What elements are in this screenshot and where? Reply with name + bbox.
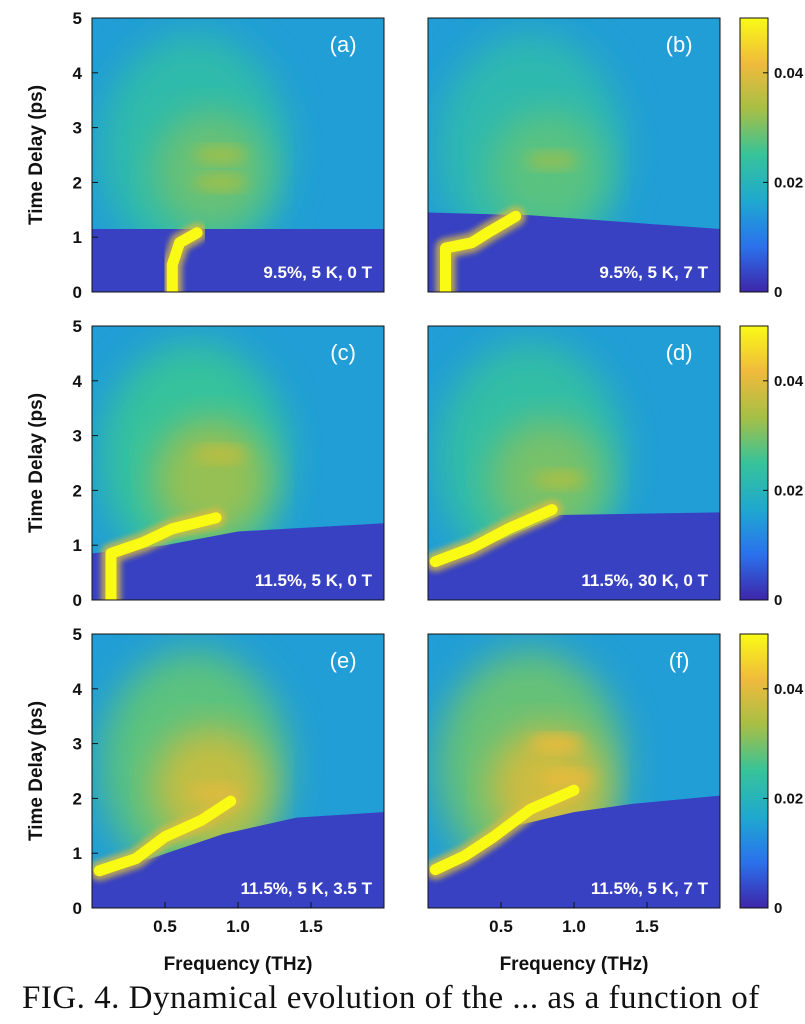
panel-e: (e) 11.5%, 5 K, 3.5 T [91, 633, 385, 909]
y-tick-label: 2 [73, 173, 82, 192]
x-tick-label: 1.0 [226, 917, 250, 936]
x-tick-label: 1.5 [635, 917, 659, 936]
hot-spot [526, 151, 579, 170]
y-tick-label: 5 [73, 9, 82, 28]
colorbar: 0 0.02 0.04 [739, 17, 804, 301]
y-axis-title: Time Delay (ps) [26, 85, 47, 225]
panel-a: (a) 9.5%, 5 K, 0 T [91, 17, 385, 293]
panel-label: (b) [666, 32, 693, 57]
y-tick-label: 3 [73, 119, 82, 138]
y-tick-label: 4 [73, 64, 83, 83]
y-tick-label: 1 [73, 536, 82, 555]
colorbar-gradient [739, 325, 769, 601]
y-tick-label: 0 [73, 283, 82, 302]
x-tick-label: 0.5 [153, 917, 177, 936]
y-tick-label: 4 [73, 680, 83, 699]
colorbar-tick-label: 0 [774, 284, 782, 301]
x-tick-label: 1.5 [299, 917, 323, 936]
colorbar: 0 0.02 0.04 [739, 633, 804, 917]
ridge-core [166, 227, 203, 292]
y-tick-label: 1 [73, 844, 82, 863]
ridge-core [105, 512, 222, 600]
condition-label: 11.5%, 5 K, 7 T [591, 879, 709, 898]
y-axis-title: Time Delay (ps) [26, 701, 47, 841]
dark-region [428, 512, 720, 600]
figure-caption: FIG. 4. Dynamical evolution of the ... a… [22, 980, 760, 1016]
y-tick-label: 3 [73, 427, 82, 446]
panel-label: (a) [330, 32, 357, 57]
colorbar-tick-label: 0.04 [774, 681, 804, 698]
y-tick-label: 4 [73, 372, 83, 391]
y-axis-title: Time Delay (ps) [26, 393, 47, 533]
hot-spot [194, 146, 247, 164]
hot-spot [194, 445, 247, 464]
ridge-core [429, 784, 580, 876]
panel-c: (c) 11.5%, 5 K, 0 T [91, 325, 385, 601]
condition-label: 11.5%, 30 K, 0 T [581, 571, 708, 590]
y-tick-label: 2 [73, 789, 82, 808]
panel-label: (d) [666, 340, 693, 365]
hot-spot [533, 470, 586, 489]
panel-frame [427, 325, 721, 601]
panel-b: (b) 9.5%, 5 K, 7 T [427, 17, 721, 293]
colorbar-tick-label: 0.04 [774, 373, 804, 390]
hot-spot [194, 173, 247, 192]
panel-label: (c) [330, 340, 356, 365]
y-tick-label: 3 [73, 735, 82, 754]
condition-label: 9.5%, 5 K, 7 T [599, 263, 708, 282]
colorbar-tick-label: 0.02 [774, 482, 803, 499]
dark-region [92, 523, 384, 600]
y-tick-label: 5 [73, 317, 82, 336]
x-tick-label: 1.0 [562, 917, 586, 936]
colorbar-tick-label: 0.02 [774, 790, 803, 807]
ridge-core [93, 795, 237, 877]
x-tick-label: 0.5 [489, 917, 513, 936]
panel-frame [91, 325, 385, 601]
ridge-core [440, 210, 522, 292]
y-tick-label: 0 [73, 591, 82, 610]
condition-label: 9.5%, 5 K, 0 T [263, 263, 372, 282]
condition-label: 11.5%, 5 K, 0 T [255, 571, 373, 590]
y-tick-label: 5 [73, 625, 82, 644]
y-tick-label: 2 [73, 481, 82, 500]
y-tick-label: 0 [73, 899, 82, 918]
panel-f: (f) 11.5%, 5 K, 7 T [427, 633, 721, 909]
hot-spot [530, 734, 583, 753]
colorbar-tick-label: 0 [774, 592, 782, 609]
dark-region [428, 795, 720, 908]
colorbar-tick-label: 0 [774, 900, 782, 917]
diffuse-core [153, 111, 271, 232]
x-axis-title: Frequency (THz) [164, 954, 313, 975]
diffuse-core [489, 111, 607, 232]
colorbar-gradient [739, 633, 769, 909]
panel-label: (e) [330, 648, 357, 673]
y-tick-label: 1 [73, 228, 82, 247]
colorbar: 0 0.02 0.04 [739, 325, 804, 609]
colorbar-tick-label: 0.04 [774, 65, 804, 82]
x-axis-title: Frequency (THz) [500, 954, 649, 975]
ridge-core [429, 504, 558, 568]
dark-region [92, 812, 384, 908]
colorbar-tick-label: 0.02 [774, 174, 803, 191]
panel-label: (f) [669, 648, 690, 673]
panel-frame [427, 17, 721, 293]
dark-region [92, 228, 384, 292]
panel-frame [91, 17, 385, 293]
condition-label: 11.5%, 5 K, 3.5 T [241, 879, 373, 898]
panel-d: (d) 11.5%, 30 K, 0 T [427, 325, 721, 601]
colorbar-gradient [739, 17, 769, 293]
